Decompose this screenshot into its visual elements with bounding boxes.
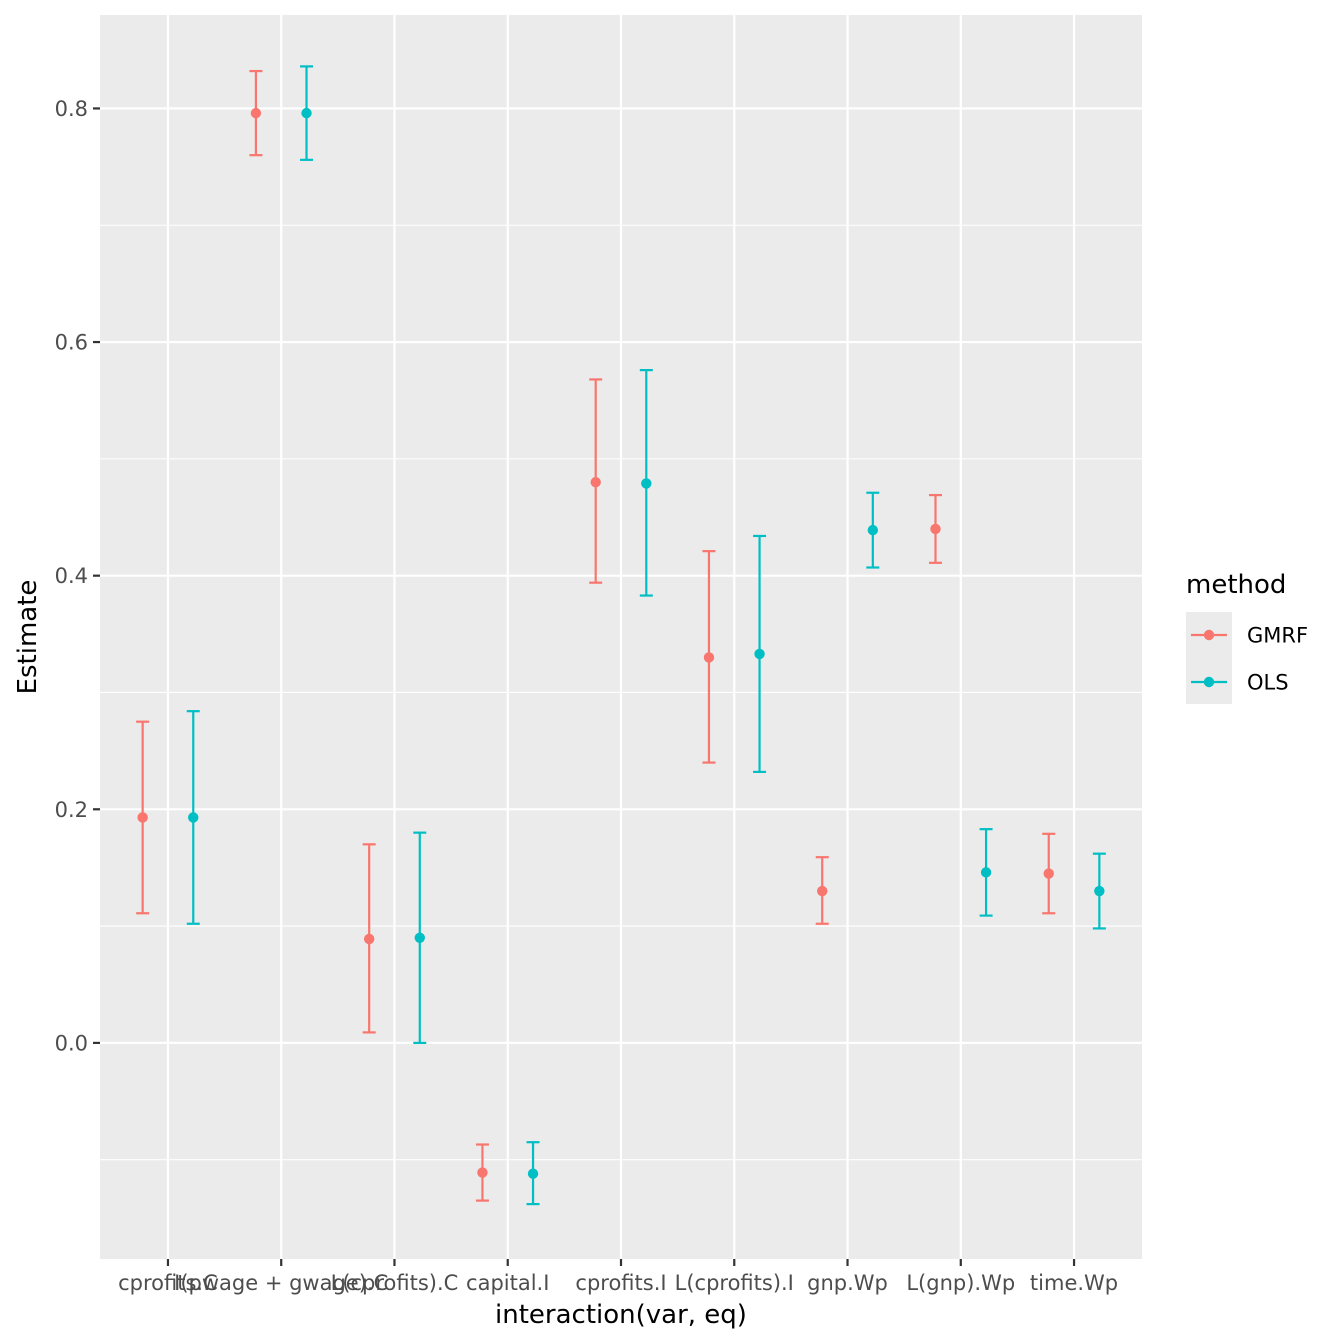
y-tick-label: 0.6 [55,331,88,355]
x-tick-label: L(gnp).Wp [906,1271,1015,1295]
series-gmrf [136,69,1056,1202]
estimate-point [641,478,652,489]
legend-key-background [1186,612,1232,704]
series-ols [186,65,1106,1206]
legend-items: GMRF OLS [1191,624,1308,695]
legend-item-ols: OLS [1191,671,1289,695]
legend-label: OLS [1247,671,1289,695]
x-axis: cprofits.CI(pwage + gwage).CL(cprofits).… [118,1259,1118,1295]
estimate-point [477,1167,488,1178]
y-tick-label: 0.4 [55,564,88,588]
estimate-point [250,107,262,119]
legend-item-gmrf: GMRF [1191,624,1308,648]
x-tick-label: I(pwage + gwage).C [174,1271,388,1295]
estimate-point [817,885,828,897]
x-tick-label: cprofits.I [575,1271,666,1295]
x-tick-label: time.Wp [1030,1271,1118,1295]
legend-key-point [1203,676,1215,688]
x-tick-label: capital.I [466,1271,549,1295]
y-axis: 0.0 0.2 0.4 0.6 0.8 [55,97,100,1055]
estimate-point [980,867,992,878]
estimate-point [301,107,312,119]
x-tick-label: L(cprofits).C [331,1271,459,1295]
x-tick-label: gnp.Wp [807,1271,888,1295]
y-tick-label: 0.8 [55,97,88,121]
legend: method GMRF OLS [1186,570,1308,704]
estimate-point [1094,885,1105,897]
estimate-point [1043,868,1054,879]
estimate-point [363,933,375,945]
estimate-point [590,477,601,488]
legend-label: GMRF [1247,624,1308,648]
x-tick-label: cprofits.C [118,1271,218,1295]
data-marks [136,65,1106,1206]
legend-title: method [1186,570,1286,600]
estimate-point [137,812,148,823]
estimate-point [754,648,765,660]
estimate-point [930,523,941,535]
estimate-point [527,1168,539,1179]
estimate-point [703,652,715,663]
estimate-point [414,932,425,943]
y-tick-label: 0.0 [55,1031,88,1055]
estimate-point [867,524,879,536]
x-tick-label: L(cprofits).I [675,1271,794,1295]
y-axis-title: Estimate [13,580,43,695]
x-axis-title: interaction(var, eq) [495,1300,747,1330]
estimate-point [188,812,199,823]
major-gridlines [100,15,1142,1259]
legend-key-point [1203,629,1215,641]
y-tick-label: 0.2 [55,798,88,822]
